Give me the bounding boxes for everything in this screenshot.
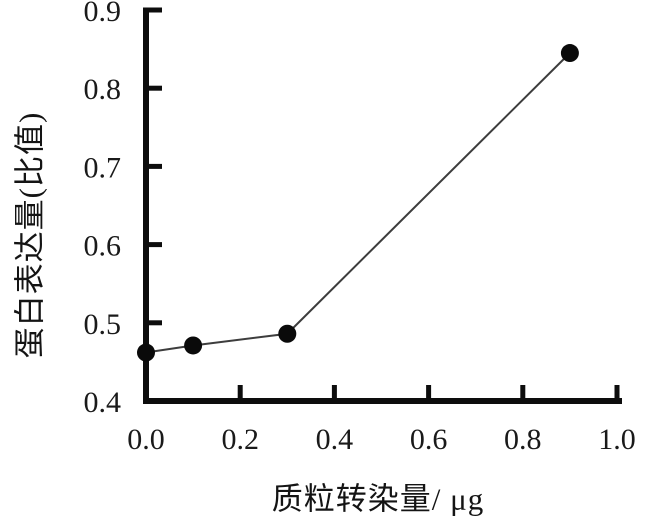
x-tick-label: 0.8 xyxy=(504,423,542,456)
x-axis-title: 质粒转染量/ μg xyxy=(271,481,485,516)
data-point xyxy=(278,324,297,343)
data-line xyxy=(145,52,571,354)
y-tick-label: 0.5 xyxy=(84,308,122,341)
x-tick-label: 0.6 xyxy=(410,423,448,456)
x-tick-label: 0.2 xyxy=(221,423,259,456)
data-point xyxy=(184,336,203,355)
data-point xyxy=(560,44,579,63)
x-tick-label: 1.0 xyxy=(598,423,636,456)
y-tick-label: 0.4 xyxy=(84,386,122,419)
y-tick-label: 0.7 xyxy=(84,151,122,184)
y-tick-label: 0.8 xyxy=(84,73,122,106)
y-axis-title: 蛋白表达量(比值) xyxy=(12,111,48,359)
x-tick-label: 0.0 xyxy=(127,423,165,456)
y-tick-label: 0.6 xyxy=(84,230,122,263)
x-tick-label: 0.4 xyxy=(316,423,354,456)
data-point xyxy=(137,343,155,362)
y-tick-label: 0.9 xyxy=(84,0,122,28)
